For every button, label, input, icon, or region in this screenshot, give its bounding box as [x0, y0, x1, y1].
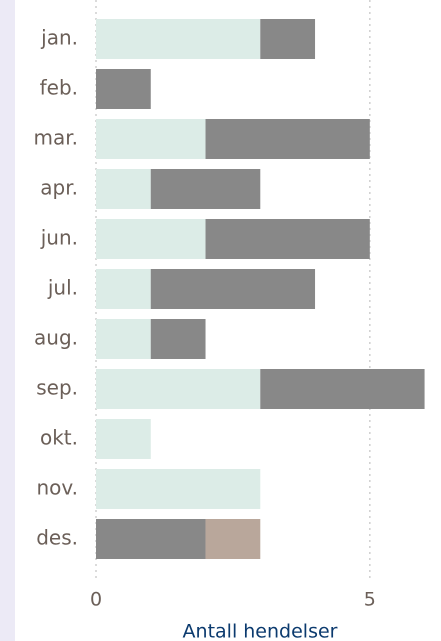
bar-segment: [96, 319, 151, 359]
bar-segment: [150, 319, 206, 359]
y-tick-label: mar.: [34, 126, 78, 150]
y-tick-label: jun.: [40, 226, 78, 250]
sidebar: [0, 0, 15, 641]
bar-segment: [150, 169, 261, 209]
bar-segment: [96, 169, 151, 209]
y-tick-label: feb.: [40, 76, 78, 100]
bar-segment: [205, 119, 370, 159]
y-tick-label: jul.: [47, 276, 78, 300]
bar-segment: [260, 369, 425, 409]
y-tick-label: apr.: [40, 176, 78, 200]
bar-segment: [96, 369, 261, 409]
bar-segment: [205, 219, 370, 259]
y-tick-label: jan.: [40, 26, 78, 50]
bar-segment: [96, 519, 206, 559]
bar-segment: [96, 419, 151, 459]
y-tick-label: aug.: [34, 326, 78, 350]
bar-segment: [96, 469, 261, 509]
bar-segment: [96, 119, 206, 159]
x-tick-label: 5: [364, 589, 376, 611]
x-axis-label: Antall hendelser: [183, 621, 338, 641]
bar-segment: [96, 269, 151, 309]
y-tick-label: okt.: [40, 426, 78, 450]
y-tick-label: sep.: [36, 376, 78, 400]
bar-segment: [96, 219, 206, 259]
y-tick-label: des.: [36, 526, 78, 550]
bar-segment: [96, 19, 261, 59]
y-tick-label: nov.: [36, 476, 78, 500]
bar-segment: [260, 19, 316, 59]
bar-segment: [205, 519, 261, 559]
bar-segment: [96, 69, 151, 109]
bar-segment: [150, 269, 316, 309]
x-tick-label: 0: [90, 589, 102, 611]
